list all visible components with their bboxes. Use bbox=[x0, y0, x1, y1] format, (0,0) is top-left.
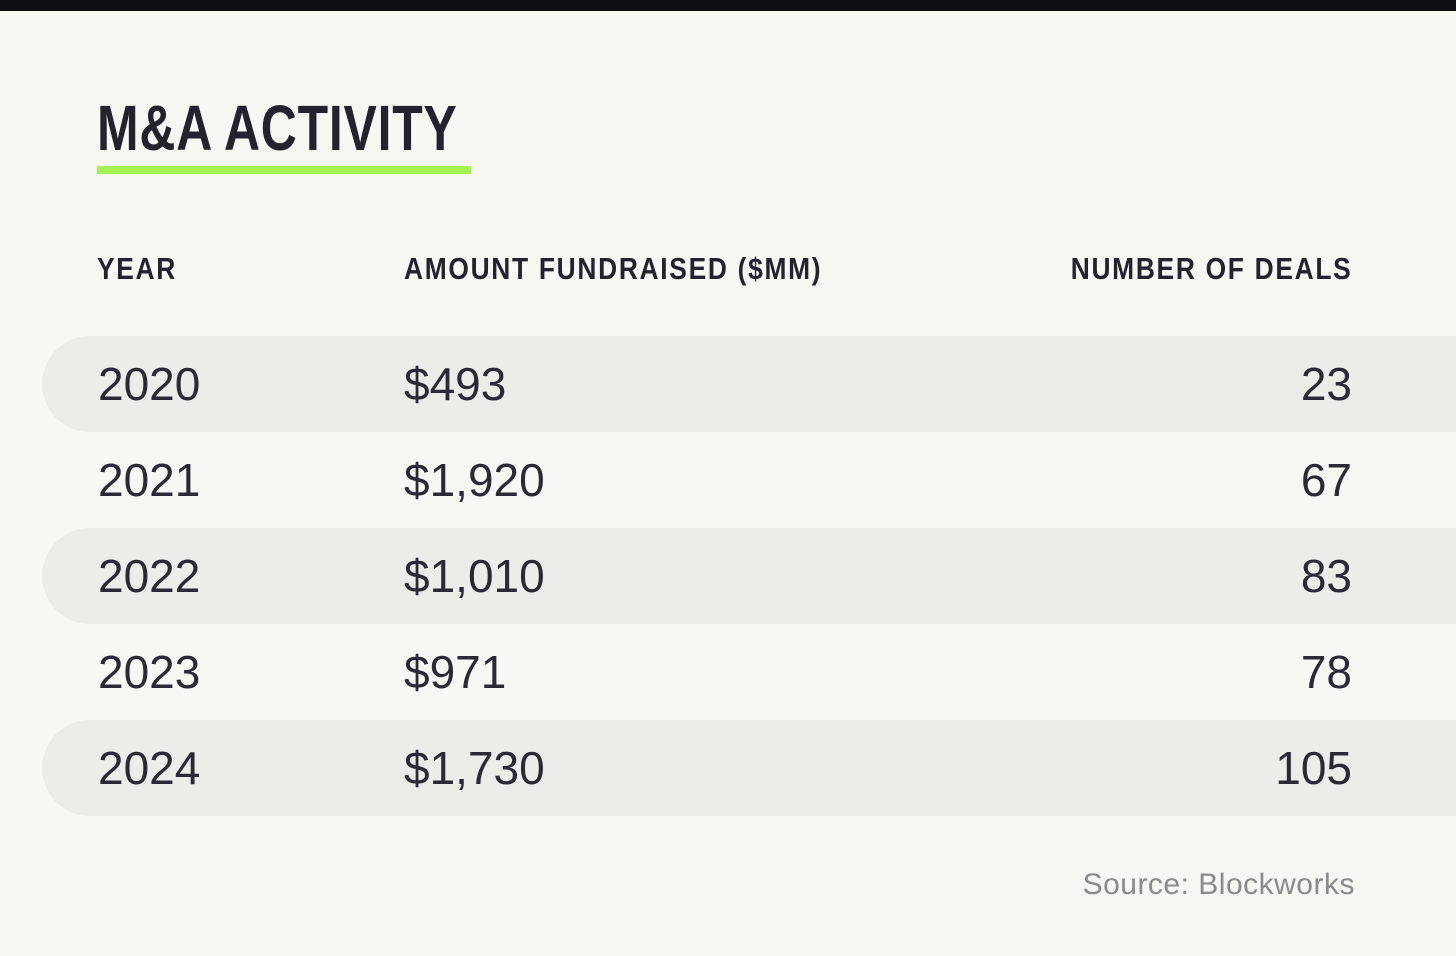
deals-cell: 105 bbox=[1275, 742, 1352, 794]
column-header-deals: NUMBER OF DEALS bbox=[1021, 252, 1352, 286]
table-header-row: YEAR AMOUNT FUNDRAISED ($MM) NUMBER OF D… bbox=[0, 252, 1456, 286]
year-cell: 2022 bbox=[98, 550, 201, 602]
deals-cell: 23 bbox=[1300, 358, 1352, 410]
table-row: 2021 $1,920 67 bbox=[0, 432, 1456, 528]
amount-cell: $493 bbox=[404, 358, 507, 410]
column-header-deals-label: NUMBER OF DEALS bbox=[1070, 251, 1352, 286]
table-row: 2023 $971 78 bbox=[0, 624, 1456, 720]
amount-cell: $1,920 bbox=[404, 454, 545, 506]
year-cell: 2021 bbox=[98, 454, 201, 506]
column-header-year: YEAR bbox=[97, 252, 191, 286]
table-row: 2024 $1,730 105 bbox=[0, 720, 1456, 816]
page-title: M&A ACTIVITY bbox=[97, 92, 458, 164]
title-underline bbox=[97, 166, 471, 174]
table-row: 2020 $493 23 bbox=[0, 336, 1456, 432]
column-header-amount-label: AMOUNT FUNDRAISED ($MM) bbox=[404, 251, 823, 286]
year-cell: 2023 bbox=[98, 646, 201, 698]
ma-activity-table: 2020 $493 23 2021 $1,920 67 2022 $1,010 … bbox=[0, 336, 1456, 816]
year-cell: 2024 bbox=[98, 742, 201, 794]
source-credit: Source: Blockworks bbox=[1082, 868, 1355, 901]
deals-cell: 78 bbox=[1300, 646, 1352, 698]
amount-cell: $1,730 bbox=[404, 742, 545, 794]
amount-cell: $1,010 bbox=[404, 550, 545, 602]
year-cell: 2020 bbox=[98, 358, 201, 410]
table-row: 2022 $1,010 83 bbox=[0, 528, 1456, 624]
amount-cell: $971 bbox=[404, 646, 507, 698]
column-header-amount: AMOUNT FUNDRAISED ($MM) bbox=[404, 252, 896, 286]
top-bar bbox=[0, 0, 1456, 11]
column-header-year-label: YEAR bbox=[97, 251, 178, 286]
deals-cell: 67 bbox=[1300, 454, 1352, 506]
deals-cell: 83 bbox=[1300, 550, 1352, 602]
